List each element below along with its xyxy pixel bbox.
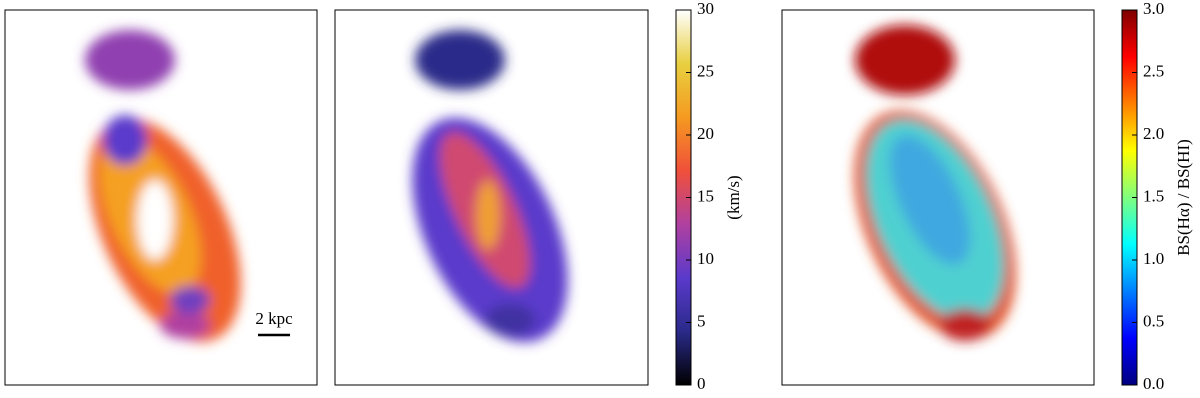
tick-label: 0.5 [1143, 311, 1164, 330]
tick-label: 0 [697, 374, 706, 393]
colorbar-label: BS(Hα) / BS(HI) [1174, 139, 1193, 256]
map-image [854, 25, 1016, 341]
tick-label: 1.0 [1143, 249, 1164, 268]
tick-label: 25 [697, 61, 714, 80]
panel-frame [781, 9, 1095, 386]
tick-label: 20 [697, 124, 714, 143]
map-image [412, 30, 568, 343]
scale-bar-label: 2 kpc [255, 309, 293, 328]
tick-label: 2.0 [1143, 124, 1164, 143]
map-panel: 2 kpc [4, 9, 318, 386]
tick-label: 15 [697, 186, 714, 205]
tick-label: 5 [697, 311, 706, 330]
map-panel [781, 9, 1095, 386]
tick-label: 1.5 [1143, 186, 1164, 205]
tick-label: 30 [697, 0, 714, 18]
map-panel [334, 9, 649, 386]
tick-label: 3.0 [1143, 0, 1164, 18]
tick-label: 0.0 [1143, 374, 1164, 393]
map-image [85, 30, 241, 342]
panel-frame [334, 9, 649, 386]
tick-label: 10 [697, 249, 714, 268]
tick-label: 2.5 [1143, 61, 1164, 80]
colorbar-label: (km/s) [724, 175, 743, 219]
panel-frame [4, 9, 318, 386]
